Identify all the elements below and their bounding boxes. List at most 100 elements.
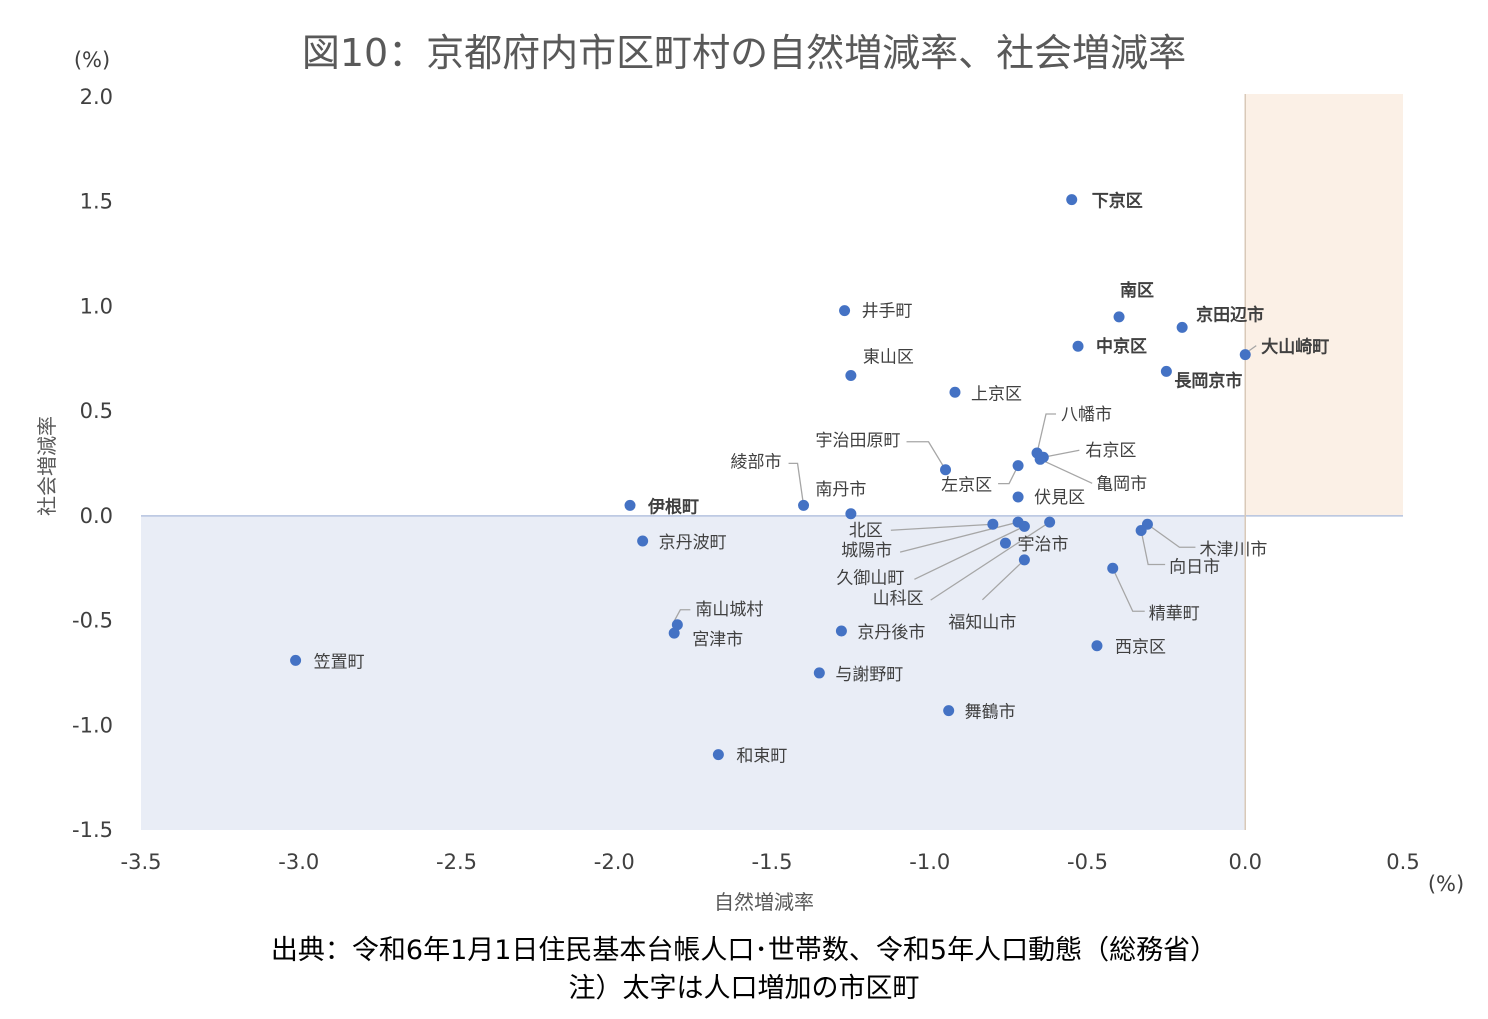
data-label: 京田辺市 [1196, 304, 1264, 325]
data-label: 京丹後市 [857, 623, 925, 643]
data-label: 伏見区 [1034, 488, 1085, 508]
x-tick-label: 0.5 [1386, 850, 1419, 874]
data-label: 東山区 [863, 348, 914, 368]
data-point [1018, 520, 1030, 532]
data-label: 綾部市 [731, 452, 782, 472]
data-label: 中京区 [1096, 336, 1147, 357]
leader-line [1043, 449, 1080, 458]
y-axis-label: 社会増減率 [35, 416, 59, 516]
leader-line [1248, 345, 1257, 352]
y-tick-label: 0.5 [80, 399, 113, 423]
data-label: 久御山町 [836, 568, 904, 588]
data-point [668, 627, 680, 639]
note-caption: 注）太字は人口増加の市区町 [568, 973, 920, 1004]
data-label: 福知山市 [948, 613, 1016, 633]
data-point [835, 625, 847, 637]
data-label: 宇治市 [1017, 535, 1068, 555]
data-label: 精華町 [1149, 604, 1200, 624]
data-point [999, 537, 1011, 549]
leader-line [890, 523, 993, 531]
data-label: 山科区 [873, 589, 924, 609]
data-point [940, 464, 952, 476]
data-label: 下京区 [1092, 191, 1143, 212]
data-label: 西京区 [1115, 638, 1166, 658]
chart-title: 図10：京都府内市区町村の自然増減率、社会増減率 [302, 31, 1186, 75]
data-label: 左京区 [941, 476, 992, 496]
leader-line [1147, 523, 1196, 548]
data-label: 南丹市 [815, 480, 866, 500]
data-point [845, 508, 857, 520]
data-point [290, 654, 302, 666]
leader-line [1039, 458, 1093, 484]
data-point [839, 305, 851, 317]
source-caption: 出典：令和6年1月1日住民基本台帳人口･世帯数、令和5年人口動態（総務省） [270, 935, 1218, 966]
data-point [1066, 194, 1078, 206]
x-tick-label: 0.0 [1229, 850, 1262, 874]
data-point [1044, 516, 1056, 528]
leader-line [673, 609, 691, 622]
data-point [987, 518, 999, 530]
x-tick-label: -1.5 [752, 850, 793, 874]
y-tick-label: 2.0 [80, 85, 113, 109]
data-label: 北区 [849, 521, 883, 541]
data-label: 南山城村 [695, 600, 763, 620]
data-label: 大山崎町 [1261, 337, 1329, 358]
x-tick-label: -3.5 [121, 850, 162, 874]
y-tick-labels: 2.0 1.5 1.0 0.5 0.0 -0.5 -1.0 -1.5 [72, 85, 113, 842]
y-tick-label: -0.5 [72, 609, 113, 633]
data-point [1107, 562, 1119, 574]
data-point [1012, 460, 1024, 472]
data-label: 笠置町 [314, 652, 365, 672]
data-point [949, 386, 961, 398]
data-label: 京丹波町 [659, 533, 727, 553]
data-label: 井手町 [862, 302, 913, 322]
negative-quadrant-region [141, 515, 1246, 830]
data-label: 城陽市 [841, 541, 892, 561]
data-point [1091, 640, 1103, 652]
leader-line [1140, 530, 1166, 566]
data-label: 与謝野町 [835, 665, 903, 685]
data-point [845, 370, 857, 382]
leader-line [906, 441, 947, 471]
data-point [1012, 491, 1024, 503]
leader-line [1036, 413, 1057, 454]
data-point [1239, 349, 1251, 361]
data-point [671, 619, 683, 631]
leader-lines [673, 345, 1257, 622]
x-tick-label: -1.0 [909, 850, 950, 874]
y-tick-label: -1.5 [72, 818, 113, 842]
data-label: 上京区 [971, 384, 1022, 404]
x-axis-label: 自然増減率 [714, 890, 814, 914]
data-label: 舞鶴市 [965, 703, 1016, 723]
data-label: 伊根町 [647, 496, 699, 517]
data-point [624, 499, 636, 511]
plot-regions [141, 94, 1403, 830]
data-point [943, 705, 955, 717]
data-label: 南区 [1120, 280, 1154, 301]
data-point [1072, 340, 1084, 352]
leader-line [981, 559, 1025, 601]
data-point [1018, 554, 1030, 566]
data-label: 長岡京市 [1174, 370, 1242, 391]
x-tick-labels: -3.5 -3.0 -2.5 -2.0 -1.5 -1.0 -0.5 0.0 0.5 [121, 850, 1420, 874]
y-tick-label: -1.0 [72, 713, 113, 737]
leader-line [1112, 567, 1145, 612]
x-unit-label: (%) [1428, 872, 1464, 896]
x-tick-label: -3.0 [278, 850, 319, 874]
leader-line [899, 521, 1019, 553]
leader-line [930, 521, 1050, 601]
leader-line [914, 525, 1025, 580]
data-point [712, 749, 724, 761]
leader-line [788, 462, 805, 506]
data-point [1176, 321, 1188, 333]
x-tick-label: -2.0 [594, 850, 635, 874]
data-label: 八幡市 [1061, 405, 1112, 425]
leader-line [998, 465, 1019, 485]
y-tick-label: 1.5 [80, 190, 113, 214]
data-point [1160, 365, 1172, 377]
data-label: 向日市 [1169, 558, 1220, 578]
x-tick-label: -0.5 [1067, 850, 1108, 874]
data-point [798, 499, 810, 511]
